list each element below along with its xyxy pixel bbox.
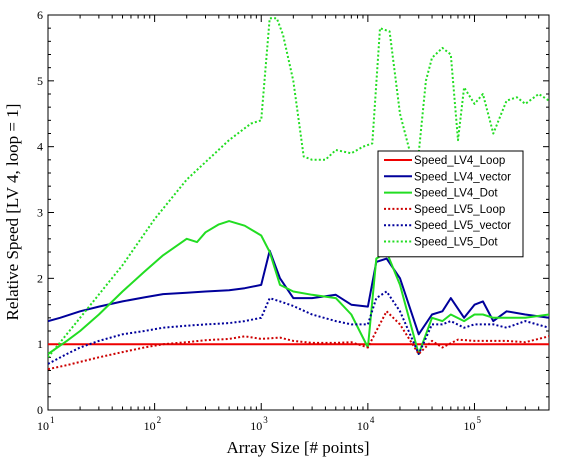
- legend-label: Speed_LV4_Loop: [414, 155, 505, 167]
- x-tick-exponent: 4: [370, 415, 375, 425]
- legend: Speed_LV4_Loop Speed_LV4_vector Speed_LV4_…: [377, 150, 524, 258]
- y-tick-label: 5: [37, 74, 43, 88]
- y-tick-label: 2: [37, 271, 43, 285]
- legend-box: [377, 150, 524, 258]
- legend-label: Speed_LV4_vector: [414, 171, 511, 183]
- y-axis-label: Relative Speed [LV 4, loop = 1]: [3, 104, 22, 321]
- legend-label: Speed_LV5_Dot: [414, 237, 498, 249]
- y-tick-label: 4: [37, 140, 43, 154]
- series-line-speed-lv4-vector: [48, 249, 549, 336]
- x-tick-label: 10 5: [463, 415, 481, 433]
- x-axis-label: Array Size [# points]: [226, 438, 369, 457]
- legend-label: Speed_LV5_vector: [414, 220, 511, 232]
- x-tick-base: 10: [357, 419, 369, 433]
- x-tick-base: 10: [37, 419, 49, 433]
- x-tick-label: 10 3: [250, 415, 268, 433]
- series-line-speed-lv4-dot: [48, 220, 549, 355]
- y-tick-label: 1: [37, 337, 43, 351]
- y-tick-label: 3: [37, 206, 43, 220]
- x-tick-exponent: 5: [476, 415, 481, 425]
- series-line-speed-lv5-dot: [48, 17, 549, 358]
- series-line-speed-lv5-loop: [48, 310, 549, 371]
- x-tick-exponent: 1: [50, 415, 55, 425]
- x-tick-exponent: 2: [157, 415, 162, 425]
- x-tick-base: 10: [463, 419, 475, 433]
- legend-label: Speed_LV5_Loop: [414, 204, 505, 216]
- x-tick-base: 10: [250, 419, 262, 433]
- series-line-speed-lv5-vector: [48, 290, 549, 365]
- plot-area: [48, 17, 549, 371]
- y-tick-label: 0: [37, 403, 43, 417]
- legend-label: Speed_LV4_Dot: [414, 188, 498, 200]
- x-tick-label: 10 4: [357, 415, 375, 433]
- y-tick-label: 6: [37, 8, 43, 22]
- x-tick-base: 10: [144, 419, 156, 433]
- x-tick-label: 10 1: [37, 415, 55, 433]
- x-tick-exponent: 3: [263, 415, 268, 425]
- x-tick-label: 10 2: [144, 415, 162, 433]
